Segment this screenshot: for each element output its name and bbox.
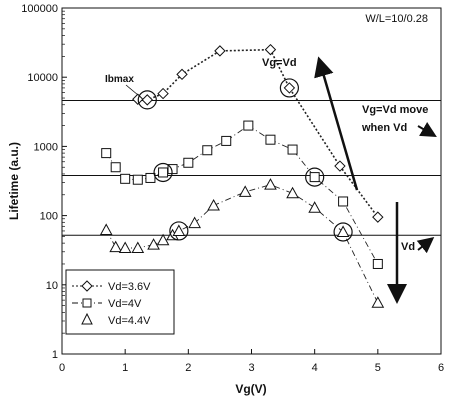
legend-label-1: Vd=4V [108, 298, 142, 310]
data-point-square [372, 258, 383, 269]
highlight-circle [279, 78, 299, 98]
vg-eq-vd-annotation: Vg=Vd [262, 57, 297, 69]
data-point-square [158, 167, 169, 178]
data-point-square [338, 196, 349, 207]
x-tick-label: 4 [312, 362, 318, 374]
x-tick-label: 1 [122, 362, 128, 374]
legend: Vd=3.6V Vd=4V Vd=4.4V [65, 269, 175, 335]
ibmax-annotation: Ibmax [105, 74, 134, 85]
data-point-diamond [372, 211, 384, 223]
data-point-triangle [156, 233, 170, 246]
data-point-diamond [264, 43, 277, 56]
move-small-arrow [417, 122, 437, 138]
data-point-square [183, 157, 194, 168]
highlight-circle [153, 162, 173, 183]
highlight-circle [137, 90, 157, 110]
y-tick-label: 100000 [21, 3, 58, 15]
data-point-square [243, 120, 254, 131]
data-point-triangle [131, 241, 145, 254]
highlight-circles [137, 78, 353, 242]
y-axis-title: Lifetime (a.u.) [7, 142, 21, 220]
y-tick-label: 100 [40, 211, 58, 223]
legend-diamond-icon [81, 280, 93, 292]
series-line-1 [105, 125, 379, 265]
x-tick-label: 0 [59, 362, 65, 374]
series-line-0 [137, 48, 379, 218]
ibmax-pointer [125, 84, 139, 96]
x-tick-label: 3 [248, 362, 254, 374]
data-point-triangle [172, 224, 186, 236]
data-point-square [287, 144, 298, 155]
legend-square-icon [82, 298, 92, 308]
data-point-square [202, 145, 213, 156]
data-point-triangle [286, 186, 299, 199]
highlight-circle [333, 222, 353, 242]
data-point-triangle [238, 185, 252, 197]
data-point-square [265, 134, 276, 145]
data-point-diamond [176, 68, 188, 81]
data-point-diamond [334, 160, 346, 172]
x-axis-ticks: 0 1 2 3 4 5 6 [59, 349, 444, 374]
highlight-circle [305, 167, 325, 187]
data-point-triangle [147, 238, 160, 250]
vg-shift-arrow [314, 56, 359, 191]
data-point-square [120, 173, 131, 184]
data-point-square [145, 172, 156, 183]
x-tick-label: 5 [375, 362, 381, 374]
data-point-square [101, 148, 112, 159]
data-point-triangle [118, 241, 132, 254]
y-tick-label: 10000 [27, 72, 58, 84]
data-point-triangle [336, 225, 350, 237]
data-point-diamond [141, 94, 153, 106]
y-tick-label: 1 [52, 349, 58, 361]
series-layer [99, 43, 385, 308]
legend-triangle-icon [81, 312, 93, 325]
y-tick-label: 1000 [34, 141, 58, 153]
data-point-triangle [188, 216, 201, 229]
data-point-square [110, 162, 121, 173]
vd-annotation: Vd [401, 241, 415, 253]
data-point-triangle [264, 178, 277, 190]
data-point-diamond [157, 87, 169, 100]
data-point-triangle [207, 198, 220, 211]
move-annotation-line2: when Vd [361, 122, 407, 134]
y-axis-ticks: 1 10 100 1000 10000 100000 [21, 3, 67, 361]
data-point-triangle [371, 296, 385, 308]
vd-small-arrow [416, 237, 435, 254]
data-point-square [309, 172, 320, 183]
data-point-diamond [214, 45, 226, 57]
ratio-annotation: W/L=10/0.28 [365, 13, 428, 25]
legend-label-0: Vd=3.6V [108, 281, 151, 293]
data-point-square [132, 174, 143, 185]
move-annotation-line1: Vg=Vd move [362, 104, 428, 116]
data-point-triangle [99, 223, 113, 235]
x-axis-title: Vg(V) [235, 382, 266, 396]
data-point-diamond [283, 82, 296, 94]
x-tick-label: 6 [438, 362, 444, 374]
data-point-square [221, 135, 232, 146]
x-tick-label: 2 [185, 362, 191, 374]
y-tick-label: 10 [46, 280, 58, 292]
highlight-circle [169, 221, 189, 241]
data-point-triangle [109, 240, 123, 253]
legend-label-2: Vd=4.4V [108, 315, 151, 327]
data-point-triangle [308, 201, 322, 213]
